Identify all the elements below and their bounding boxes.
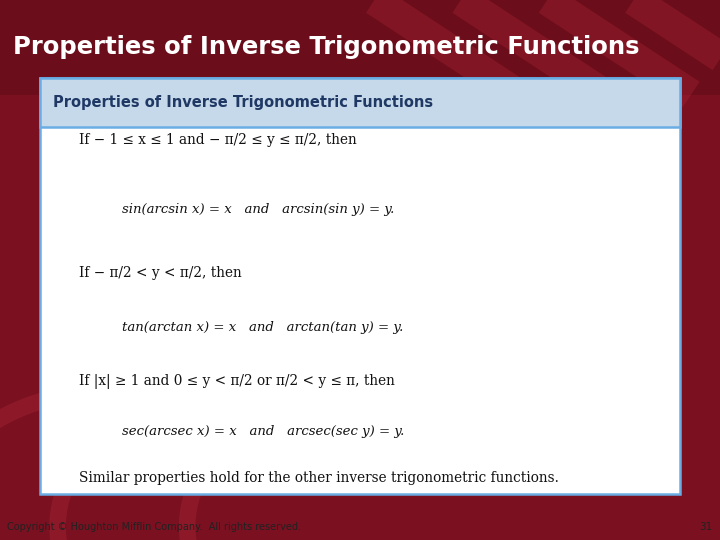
Text: If − 1 ≤ x ≤ 1 and − π/2 ≤ y ≤ π/2, then: If − 1 ≤ x ≤ 1 and − π/2 ≤ y ≤ π/2, then <box>79 133 357 147</box>
Text: tan(arctan x) = x   and   arctan(tan y) = y.: tan(arctan x) = x and arctan(tan y) = y. <box>122 321 404 334</box>
Text: 31: 31 <box>700 522 713 531</box>
Text: If − π/2 < y < π/2, then: If − π/2 < y < π/2, then <box>79 266 242 280</box>
Bar <box>40 78 680 494</box>
Text: If |x| ≥ 1 and 0 ≤ y < π/2 or π/2 < y ≤ π, then: If |x| ≥ 1 and 0 ≤ y < π/2 or π/2 < y ≤ … <box>79 374 395 389</box>
Text: Copyright © Houghton Mifflin Company.  All rights reserved.: Copyright © Houghton Mifflin Company. Al… <box>7 522 301 531</box>
Text: Properties of Inverse Trigonometric Functions: Properties of Inverse Trigonometric Func… <box>13 35 639 59</box>
Bar <box>40 78 680 127</box>
Text: Similar properties hold for the other inverse trigonometric functions.: Similar properties hold for the other in… <box>79 470 559 484</box>
Text: sec(arcsec x) = x   and   arcsec(sec y) = y.: sec(arcsec x) = x and arcsec(sec y) = y. <box>122 424 405 437</box>
Bar <box>0 0 720 94</box>
Text: sin(arcsin x) = x   and   arcsin(sin y) = y.: sin(arcsin x) = x and arcsin(sin y) = y. <box>122 202 395 215</box>
Bar <box>0 513 720 540</box>
Text: Properties of Inverse Trigonometric Functions: Properties of Inverse Trigonometric Func… <box>53 95 433 110</box>
